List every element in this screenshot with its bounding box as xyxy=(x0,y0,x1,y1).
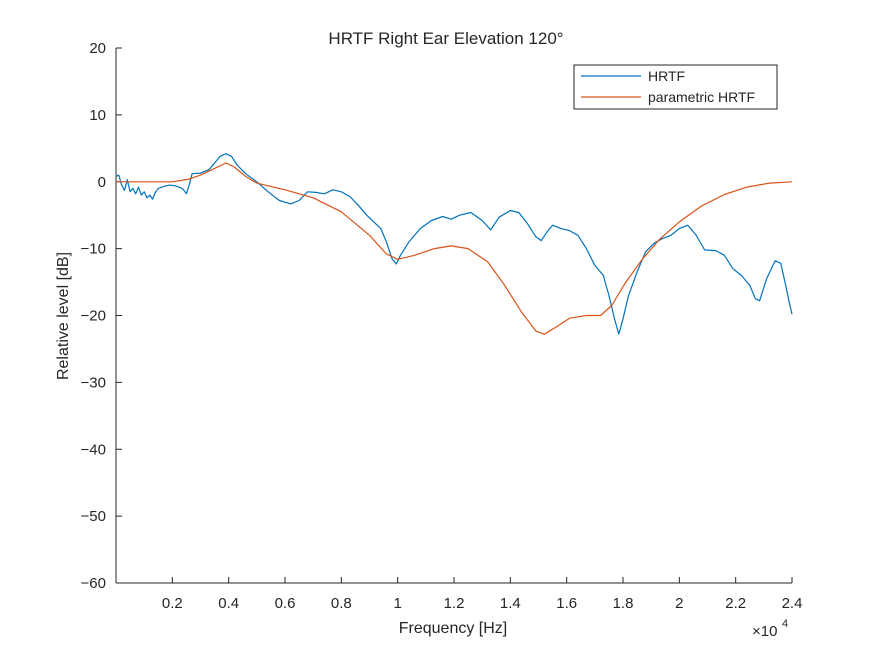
series-line-hrtf xyxy=(115,153,793,335)
y-tick-label: −40 xyxy=(81,441,106,458)
x-tick-label: 2.4 xyxy=(782,595,803,612)
x-exponent-power: 4 xyxy=(782,618,788,630)
series-line-parametric-hrtf xyxy=(116,162,793,335)
x-tick-label: 2 xyxy=(675,595,683,612)
y-tick-label: 10 xyxy=(89,107,106,124)
x-tick-label: 1.6 xyxy=(556,595,577,612)
x-tick-label: 1.2 xyxy=(444,595,465,612)
x-tick-label: 0.6 xyxy=(275,595,296,612)
plot-area: 20 10 0 −10 −20 −30 −40 −50 −60 0.2 0.4 0.6 0.8 1 1.2… xyxy=(81,40,803,612)
x-axis-label: Frequency [Hz] xyxy=(399,620,507,637)
x-tick-label: 0.4 xyxy=(218,595,239,612)
x-exponent-label: ×10 4 xyxy=(752,618,788,640)
y-axis-ticks: 20 10 0 −10 −20 −30 −40 −50 −60 xyxy=(81,40,122,592)
legend-label-hrtf: HRTF xyxy=(648,68,685,84)
legend-box xyxy=(573,64,778,110)
series-layer xyxy=(115,153,793,335)
x-tick-label: 0.8 xyxy=(331,595,352,612)
y-tick-label: −10 xyxy=(81,241,106,258)
y-axis-label: Relative level [dB] xyxy=(55,252,72,380)
y-tick-label: −20 xyxy=(81,308,106,325)
x-tick-label: 1.8 xyxy=(613,595,634,612)
x-tick-label: 0.2 xyxy=(162,595,183,612)
x-tick-label: 1 xyxy=(393,595,401,612)
y-tick-label: −50 xyxy=(81,508,106,525)
y-tick-label: 0 xyxy=(98,174,106,191)
y-tick-label: −60 xyxy=(81,575,106,592)
legend-label-parametric: parametric HRTF xyxy=(648,89,755,105)
x-tick-label: 1.4 xyxy=(500,595,521,612)
x-tick-label: 2.2 xyxy=(725,595,746,612)
legend: HRTF parametric HRTF xyxy=(573,64,778,110)
x-exponent-base: ×10 xyxy=(752,623,777,640)
y-tick-label: −30 xyxy=(81,374,106,391)
x-axis-ticks: 0.2 0.4 0.6 0.8 1 1.2 1.4 1.6 1.8 2 2.2 2.4 xyxy=(162,577,803,612)
y-tick-label: 20 xyxy=(89,40,106,57)
chart-title: HRTF Right Ear Elevation 120° xyxy=(328,29,563,48)
